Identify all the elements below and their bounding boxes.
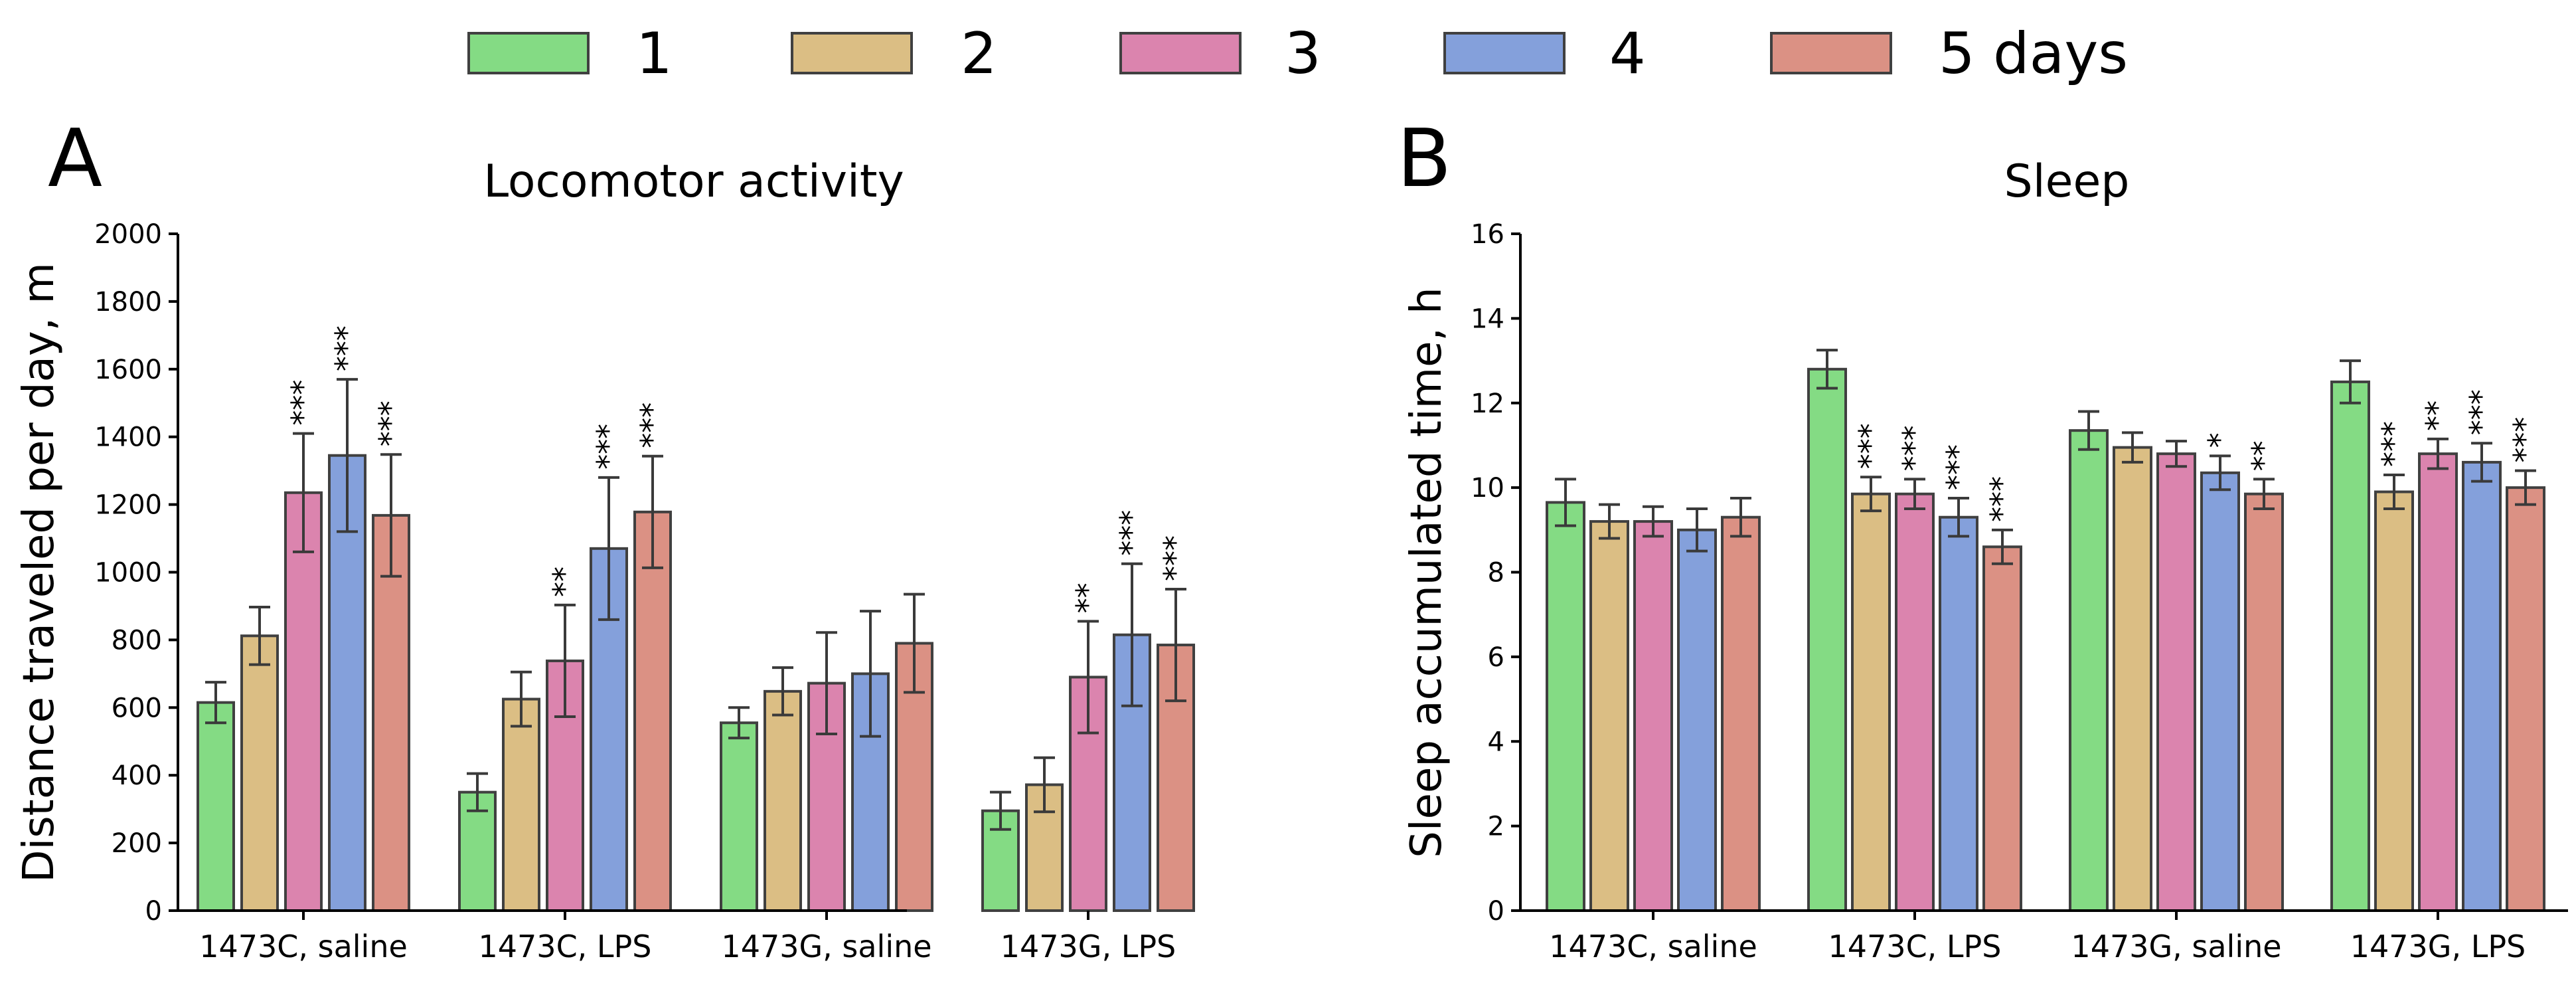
panel-b-1473c-lps-day-4-significance: *** bbox=[1940, 444, 1976, 490]
panel-b-y-tick-label-6: 6 bbox=[1488, 642, 1504, 673]
panel-a-1473c-lps-day-5-bar bbox=[633, 510, 672, 912]
legend-3-label: 3 bbox=[1285, 21, 1321, 87]
panel-a-x-label-1473c-saline: 1473C, saline bbox=[199, 929, 408, 964]
panel-a-y-tick-label-2000: 2000 bbox=[94, 219, 162, 250]
panel-b-1473g-lps-day-3-significance: ** bbox=[2419, 401, 2455, 431]
panel-b-1473c-saline-day-3-bar bbox=[1633, 520, 1673, 912]
panel-b-x-label-1473g-saline: 1473G, saline bbox=[2071, 929, 2281, 964]
panel-b-1473c-lps-day-2-significance: *** bbox=[1852, 423, 1888, 469]
panel-a-1473c-lps-day-2-bar bbox=[502, 697, 540, 912]
panel-a-locomotor-chart: A Locomotor activity Distance traveled per… bbox=[15, 113, 1195, 964]
panel-a-y-tick-label-1400: 1400 bbox=[94, 422, 162, 453]
panel-b-1473c-lps-day-3-significance: *** bbox=[1896, 425, 1932, 471]
panel-a-1473c-saline-day-3-bar bbox=[284, 491, 323, 912]
panel-b-1473g-saline-day-5-significance: ** bbox=[2245, 440, 2281, 471]
panel-a-y-tick-label-600: 600 bbox=[112, 693, 162, 723]
panel-b-1473g-saline-day-4-bar bbox=[2200, 471, 2240, 912]
panel-a-y-axis-label: Distance traveled per day, m bbox=[15, 262, 64, 883]
panel-a-1473g-lps-day-5-significance: *** bbox=[1157, 535, 1193, 581]
panel-b-1473g-saline-day-2-bar bbox=[2113, 446, 2152, 912]
panel-a-1473g-saline-day-1-bar bbox=[720, 721, 758, 913]
panel-b-y-tick-label-14: 14 bbox=[1471, 304, 1504, 334]
panel-a-x-label-1473c-lps: 1473C, LPS bbox=[479, 929, 652, 964]
panel-a-1473c-saline-day-3-significance: *** bbox=[285, 380, 321, 426]
panel-b-1473c-saline-day-5-bar bbox=[1721, 515, 1761, 912]
panel-a-y-tick-label-1800: 1800 bbox=[94, 287, 162, 317]
panel-a-1473c-lps-day-5-significance: *** bbox=[634, 403, 670, 448]
legend: 1 2 3 4 5 days bbox=[467, 21, 2128, 87]
panel-b-1473g-saline-day-5-bar bbox=[2244, 492, 2284, 912]
legend-4-swatch bbox=[1443, 32, 1566, 74]
panel-b-x-label-1473g-lps: 1473G, LPS bbox=[2350, 929, 2526, 964]
panel-b-1473c-lps-day-5-bar bbox=[1982, 545, 2022, 912]
panel-a-y-tick-label-400: 400 bbox=[112, 761, 162, 791]
panel-a-x-label-1473g-saline: 1473G, saline bbox=[721, 929, 931, 964]
legend-5-days-label: 5 days bbox=[1939, 21, 2128, 87]
panel-b-1473c-lps-day-2-bar bbox=[1851, 492, 1891, 912]
panel-b-y-tick-label-12: 12 bbox=[1471, 389, 1504, 419]
panel-b-1473c-lps-day-3-bar bbox=[1895, 492, 1935, 912]
panel-a-y-tick-label-800: 800 bbox=[112, 625, 162, 656]
panel-a-y-tick-label-0: 0 bbox=[145, 896, 162, 927]
panel-b-1473g-lps-day-5-bar bbox=[2506, 486, 2545, 912]
panel-b-letter: B bbox=[1397, 113, 1451, 205]
legend-4-label: 4 bbox=[1609, 21, 1646, 87]
legend-5-days-swatch bbox=[1770, 32, 1892, 74]
panel-a-1473c-saline-day-5-significance: *** bbox=[372, 401, 408, 446]
panel-b-x-label-1473c-lps: 1473C, LPS bbox=[1828, 929, 2002, 964]
panel-b-y-tick-label-10: 10 bbox=[1471, 473, 1504, 503]
panel-a-1473c-saline-day-2-bar bbox=[240, 634, 279, 912]
legend-2-label: 2 bbox=[961, 21, 997, 87]
panel-b-1473g-lps-day-5-significance: *** bbox=[2507, 417, 2543, 463]
legend-1-label: 1 bbox=[636, 21, 673, 87]
panel-b-1473g-lps-day-2-significance: *** bbox=[2375, 421, 2411, 467]
legend-2-swatch bbox=[791, 32, 913, 74]
panel-a-y-tick-label-200: 200 bbox=[112, 828, 162, 859]
legend-1-swatch bbox=[467, 32, 590, 74]
panel-b-y-tick-label-0: 0 bbox=[1488, 896, 1504, 927]
panel-a-x-label-1473g-lps: 1473G, LPS bbox=[1001, 929, 1176, 964]
panel-a-title: Locomotor activity bbox=[483, 155, 904, 208]
panel-b-1473c-lps-day-1-bar bbox=[1807, 367, 1847, 912]
panel-b-y-axis-label: Sleep accumulated time, h bbox=[1402, 287, 1451, 857]
panel-b-1473c-lps-day-5-significance: *** bbox=[1984, 476, 2020, 522]
panel-a-letter: A bbox=[48, 113, 102, 205]
panel-a-1473g-lps-day-4-bar bbox=[1113, 633, 1151, 912]
panel-b-1473g-lps-day-4-significance: *** bbox=[2463, 389, 2499, 435]
panel-b-1473c-saline-day-2-bar bbox=[1589, 520, 1629, 912]
panel-b-1473c-saline-day-1-bar bbox=[1546, 501, 1585, 912]
panel-a-y-tick-label-1600: 1600 bbox=[94, 355, 162, 385]
panel-b-y-tick-label-16: 16 bbox=[1471, 219, 1504, 250]
panel-b-1473c-lps-day-4-bar bbox=[1939, 515, 1978, 912]
panel-b-1473g-lps-day-2-bar bbox=[2374, 490, 2414, 912]
panel-b-1473g-lps-day-1-bar bbox=[2330, 380, 2370, 912]
panel-a-1473g-lps-day-4-significance: *** bbox=[1113, 510, 1149, 556]
panel-a-y-tick-label-1200: 1200 bbox=[94, 490, 162, 521]
panel-a-y-tick-label-1000: 1000 bbox=[94, 558, 162, 588]
legend-3-swatch bbox=[1119, 32, 1242, 74]
panel-b-1473g-lps-day-4-bar bbox=[2462, 460, 2502, 912]
panel-b-y-tick-label-8: 8 bbox=[1488, 558, 1504, 588]
panel-a-1473c-saline-day-4-significance: *** bbox=[329, 325, 364, 371]
panel-b-1473g-saline-day-1-bar bbox=[2069, 429, 2109, 912]
panel-a-1473g-lps-day-3-significance: ** bbox=[1070, 583, 1105, 613]
panel-a-1473c-lps-day-4-significance: *** bbox=[590, 424, 626, 470]
panel-b-y-tick-label-4: 4 bbox=[1488, 727, 1504, 757]
panel-a-1473c-lps-day-4-bar bbox=[590, 547, 628, 912]
panel-b-1473g-saline-day-3-bar bbox=[2156, 452, 2196, 912]
panel-b-1473c-saline-day-4-bar bbox=[1677, 528, 1717, 912]
panel-a-1473c-lps-day-3-significance: ** bbox=[546, 567, 582, 597]
panel-b-y-tick-label-2: 2 bbox=[1488, 812, 1504, 842]
panel-a-1473c-saline-day-1-bar bbox=[197, 701, 235, 912]
panel-b-1473g-saline-day-4-significance: * bbox=[2202, 432, 2237, 448]
panel-b-1473g-lps-day-3-bar bbox=[2418, 452, 2458, 912]
panel-a-1473g-saline-day-2-bar bbox=[764, 689, 802, 912]
panel-b-title: Sleep bbox=[2004, 155, 2130, 208]
panel-b-x-label-1473c-saline: 1473C, saline bbox=[1549, 929, 1757, 964]
